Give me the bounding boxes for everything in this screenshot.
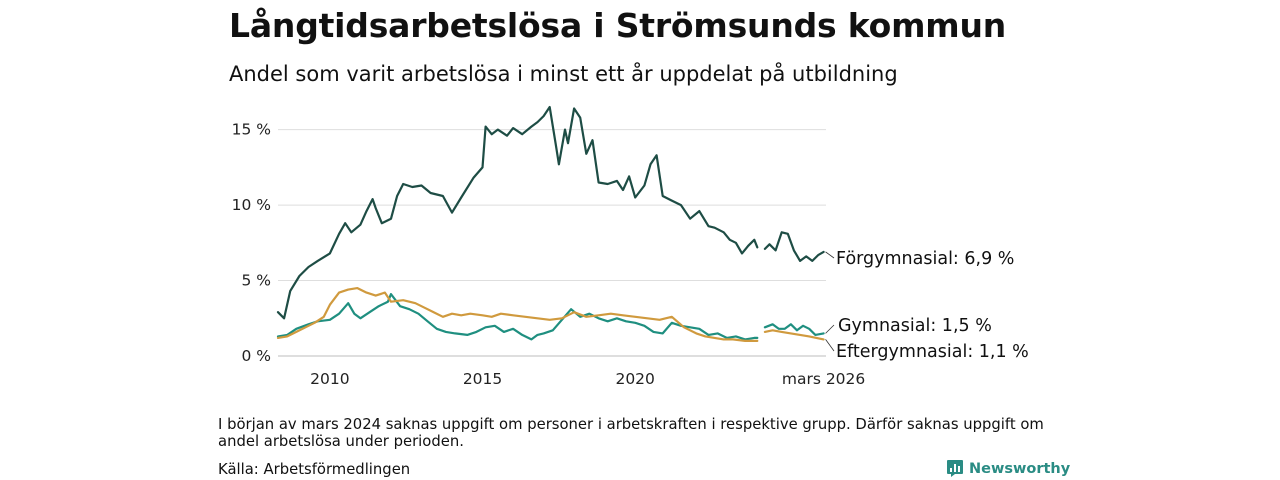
series-lines xyxy=(276,105,825,342)
x-tick-label: mars 2026 xyxy=(782,370,865,388)
y-tick-label: 10 % xyxy=(232,196,271,214)
leader-line xyxy=(825,339,835,352)
series-line-forgymnasial xyxy=(276,105,825,320)
brand-logo[interactable]: Newsworthy xyxy=(946,459,1070,478)
label-gymnasial: Gymnasial: 1,5 % xyxy=(838,316,992,336)
brand-name: Newsworthy xyxy=(969,460,1071,477)
y-axis-ticks: 0 % 5 % 10 % 15 % xyxy=(232,121,271,365)
footnote: I början av mars 2024 saknas uppgift om … xyxy=(218,416,1044,450)
x-axis-ticks: 2010 2015 2020 mars 2026 xyxy=(310,370,865,388)
x-tick-label: 2020 xyxy=(615,370,654,388)
x-tick-label: 2010 xyxy=(310,370,349,388)
x-tick-label: 2015 xyxy=(463,370,502,388)
line-chart: 0 % 5 % 10 % 15 % 2010 2015 2020 mars 2026 För… xyxy=(232,105,1029,388)
label-eftergymnasial: Eftergymnasial: 1,1 % xyxy=(836,342,1029,362)
series-line-gymnasial xyxy=(276,293,825,341)
leader-line xyxy=(825,324,835,334)
bar-chart-logo-icon xyxy=(947,460,963,477)
series-line-eftergymnasial xyxy=(276,287,825,342)
end-labels: Förgymnasial: 6,9 % Gymnasial: 1,5 % Efter… xyxy=(825,249,1029,362)
grid-lines xyxy=(278,129,826,357)
chart-subtitle: Andel som varit arbetslösa i minst ett å… xyxy=(229,62,898,86)
leader-line xyxy=(825,251,835,259)
chart-title: Långtidsarbetslösa i Strömsunds kommun xyxy=(229,6,1007,45)
label-forgymnasial: Förgymnasial: 6,9 % xyxy=(836,249,1014,269)
y-tick-label: 0 % xyxy=(241,347,271,365)
y-tick-label: 5 % xyxy=(241,272,271,290)
y-tick-label: 15 % xyxy=(232,121,271,139)
source-credit: Källa: Arbetsförmedlingen xyxy=(218,461,411,478)
